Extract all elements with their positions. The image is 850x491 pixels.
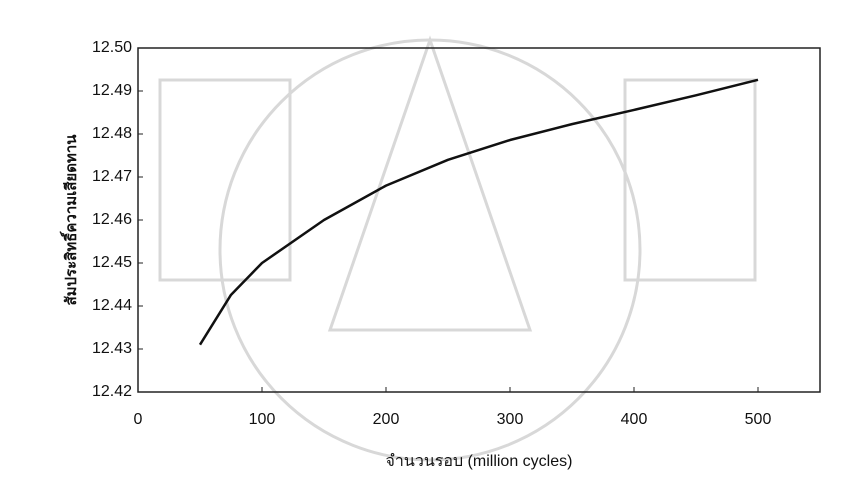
y-tick-label: 12.50 — [92, 39, 132, 56]
x-tick-label: 100 — [249, 411, 276, 428]
y-tick-label: 12.45 — [92, 254, 132, 271]
x-tick-label: 200 — [373, 411, 400, 428]
y-tick-label: 12.46 — [92, 211, 132, 228]
y-tick-label: 12.47 — [92, 168, 132, 185]
y-tick-label: 12.43 — [92, 340, 132, 357]
x-tick-label: 300 — [497, 411, 524, 428]
y-tick-label: 12.44 — [92, 297, 132, 314]
watermark — [158, 35, 757, 462]
line-series — [198, 78, 759, 346]
x-axis-label: จำนวนรอบ (million cycles) — [386, 453, 573, 470]
x-tick-label: 500 — [745, 411, 772, 428]
y-axis-label: สัมประสิทธิ์ความเสียดทาน — [59, 134, 80, 306]
x-tick-label: 400 — [621, 411, 648, 428]
x-tick-label: 0 — [134, 411, 143, 428]
y-tick-label: 12.42 — [92, 383, 132, 400]
y-tick-label: 12.48 — [92, 125, 132, 142]
y-tick-label: 12.49 — [92, 82, 132, 99]
